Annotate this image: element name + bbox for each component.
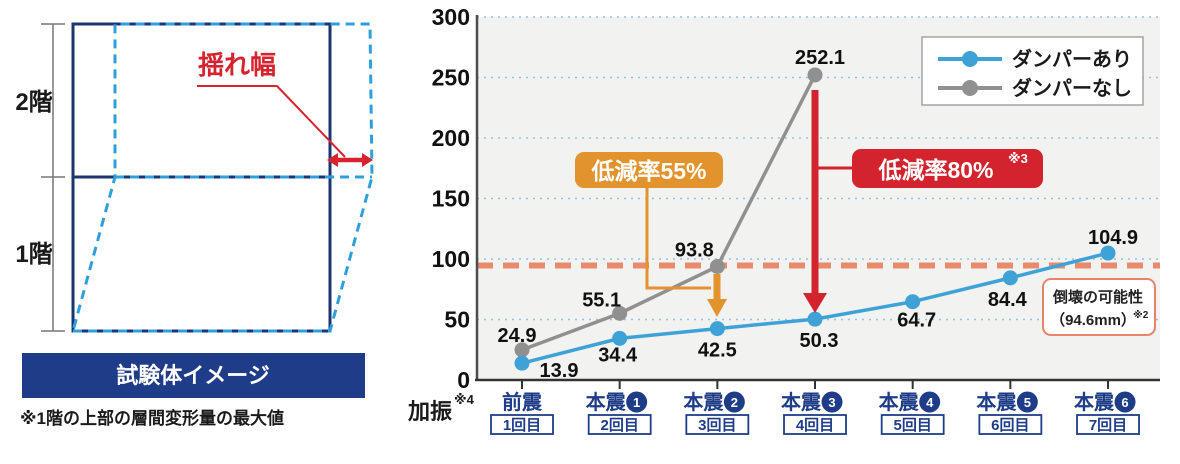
trial-count-label: 3回目 bbox=[698, 417, 736, 434]
y-axis-tick-label: 300 bbox=[432, 4, 470, 30]
y-axis-tick-label: 50 bbox=[444, 307, 470, 333]
trial-count-label: 1回目 bbox=[503, 417, 541, 434]
x-category-number-circle-icon bbox=[723, 391, 745, 413]
legend-dot-without-damper bbox=[962, 80, 978, 96]
trial-count-box bbox=[783, 414, 847, 435]
trial-count-box bbox=[978, 414, 1043, 435]
specimen-diagram: 2階 1階 揺れ幅 試験体イメージ ※1階の上部の層間変形量の最大値 bbox=[15, 22, 374, 428]
floor-2-label: 2階 bbox=[15, 89, 52, 116]
data-value-label: 34.4 bbox=[598, 344, 638, 366]
annotation-55-text: 低減率55% bbox=[590, 158, 706, 184]
legend-label-without-damper: ダンパーなし bbox=[1012, 76, 1132, 100]
trial-count-label: 4回目 bbox=[796, 417, 834, 434]
legend-box bbox=[921, 36, 1144, 106]
sway-double-arrow-icon bbox=[327, 153, 373, 167]
x-category-label: 本震 bbox=[683, 391, 724, 414]
x-category-number: 6 bbox=[1121, 395, 1128, 410]
annotation-80-box bbox=[852, 149, 1043, 188]
annotation-55-box bbox=[575, 152, 723, 188]
data-point-with-damper bbox=[709, 321, 725, 337]
x-category-number-circle-icon bbox=[919, 391, 941, 413]
x-category-label: 本震 bbox=[1074, 391, 1115, 414]
x-axis-prefix: 加振 bbox=[407, 399, 452, 424]
trial-count-box bbox=[490, 414, 554, 435]
x-category-number: 2 bbox=[731, 395, 738, 410]
x-category-number-circle-icon bbox=[821, 391, 843, 413]
data-point-with-damper bbox=[1100, 245, 1116, 261]
annotation-55-arrow-head-icon bbox=[707, 299, 727, 317]
x-category-number: 5 bbox=[1024, 395, 1031, 410]
diagram-footnote: ※1階の上部の層間変形量の最大値 bbox=[20, 408, 284, 428]
floor-1-label: 1階 bbox=[15, 241, 52, 268]
annotation-reduction-55: 低減率55% bbox=[575, 152, 727, 317]
y-axis-tick-label: 250 bbox=[432, 65, 470, 91]
annotation-55-connector bbox=[645, 188, 711, 290]
trial-count-box bbox=[880, 414, 945, 435]
x-axis-prefix-superscript: ※4 bbox=[454, 392, 475, 407]
x-category-number: 4 bbox=[926, 395, 934, 410]
y-axis-tick-label: 100 bbox=[432, 246, 470, 272]
x-category-number-circle-icon bbox=[1114, 391, 1136, 413]
frame-deformed bbox=[71, 22, 374, 333]
caption-banner bbox=[22, 353, 365, 398]
data-value-label: 13.9 bbox=[540, 360, 579, 382]
data-value-label: 252.1 bbox=[795, 47, 845, 69]
dimension-bracket bbox=[41, 23, 65, 332]
series-line-without-damper bbox=[521, 74, 817, 352]
data-value-label: 93.8 bbox=[675, 240, 714, 262]
x-category-label: 本震 bbox=[879, 391, 920, 414]
data-value-label: 42.5 bbox=[698, 340, 737, 362]
data-value-label: 84.4 bbox=[988, 289, 1028, 311]
y-axis-tick-label: 0 bbox=[457, 367, 470, 393]
x-category-number: 1 bbox=[633, 395, 640, 410]
annotation-reduction-80: 低減率80% ※3 bbox=[803, 90, 1043, 313]
trial-count-box bbox=[587, 414, 652, 435]
data-point-with-damper bbox=[905, 294, 921, 310]
collapse-box-superscript: ※2 bbox=[1133, 309, 1149, 321]
data-point-with-damper bbox=[807, 311, 823, 327]
x-category-number-circle-icon bbox=[1016, 391, 1038, 413]
data-point-with-damper bbox=[612, 330, 628, 346]
x-category-label: 本震 bbox=[781, 391, 822, 414]
legend-dot-with-damper bbox=[962, 51, 978, 67]
sway-width-label: 揺れ幅 bbox=[198, 50, 276, 80]
data-point-without-damper bbox=[709, 259, 725, 275]
data-point-with-damper bbox=[1002, 270, 1018, 286]
x-category-label: 本震 bbox=[976, 391, 1017, 414]
legend-label-with-damper: ダンパーあり bbox=[1012, 47, 1132, 71]
sway-comparison-chart: 0 50 100 150 200 250 300 24.9 55.1 93.8 252.1 13.9 3… bbox=[407, 4, 1160, 435]
sway-leader-line bbox=[197, 85, 346, 158]
trial-count-box bbox=[1076, 414, 1140, 435]
x-category-number: 3 bbox=[828, 395, 835, 410]
data-value-label: 50.3 bbox=[800, 330, 839, 352]
caption-text: 試験体イメージ bbox=[116, 363, 270, 388]
x-category-label: 前震 bbox=[502, 390, 543, 414]
trial-count-label: 6回目 bbox=[991, 417, 1029, 434]
annotation-80-text: 低減率80% bbox=[877, 157, 993, 183]
collapse-threshold-box: 倒壊の可能性 （94.6mm） ※2 bbox=[1042, 278, 1156, 336]
collapse-box-line2: （94.6mm） bbox=[1050, 311, 1136, 329]
trial-count-label: 2回目 bbox=[600, 417, 638, 434]
data-point-without-damper bbox=[807, 67, 823, 83]
trial-count-label: 7回目 bbox=[1089, 417, 1127, 434]
collapse-box-line1: 倒壊の可能性 bbox=[1052, 288, 1143, 306]
data-value-label: 64.7 bbox=[897, 310, 936, 332]
legend: ダンパーあり ダンパーなし bbox=[921, 36, 1144, 106]
collapse-box-border bbox=[1042, 278, 1156, 336]
data-value-label: 55.1 bbox=[582, 289, 621, 311]
y-axis-tick-label: 150 bbox=[432, 186, 470, 212]
annotation-80-arrow-head-icon bbox=[803, 293, 827, 313]
annotation-80-superscript: ※3 bbox=[1008, 151, 1028, 166]
data-point-with-damper bbox=[514, 355, 530, 371]
data-point-without-damper bbox=[514, 342, 530, 358]
x-category-number-circle-icon bbox=[626, 391, 648, 413]
data-point-without-damper bbox=[612, 305, 628, 321]
y-axis-tick-label: 200 bbox=[432, 125, 470, 151]
x-category-label: 本震 bbox=[586, 391, 627, 414]
trial-count-box bbox=[685, 414, 750, 435]
data-value-label: 24.9 bbox=[498, 325, 537, 347]
data-value-label: 104.9 bbox=[1088, 227, 1138, 249]
trial-count-label: 5回目 bbox=[894, 417, 932, 434]
